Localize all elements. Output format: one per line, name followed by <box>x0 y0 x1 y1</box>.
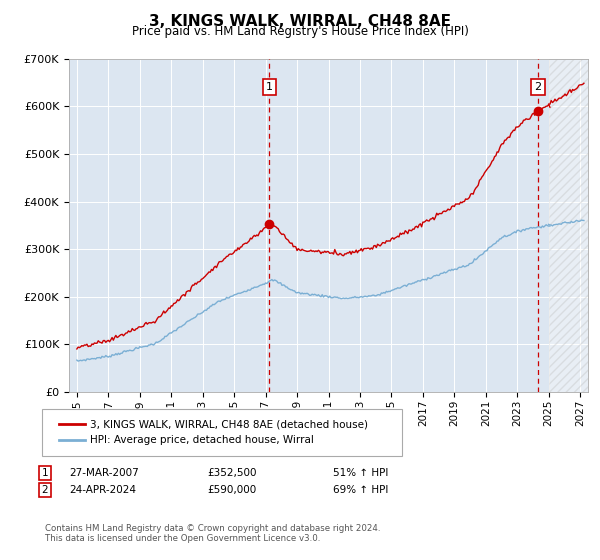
Text: £590,000: £590,000 <box>207 485 256 495</box>
Text: 1: 1 <box>266 82 273 92</box>
Text: 3, KINGS WALK, WIRRAL, CH48 8AE: 3, KINGS WALK, WIRRAL, CH48 8AE <box>149 14 451 29</box>
Text: 2: 2 <box>41 485 49 495</box>
Text: Contains HM Land Registry data © Crown copyright and database right 2024.
This d: Contains HM Land Registry data © Crown c… <box>45 524 380 543</box>
Text: 69% ↑ HPI: 69% ↑ HPI <box>333 485 388 495</box>
Text: 1: 1 <box>41 468 49 478</box>
Text: 27-MAR-2007: 27-MAR-2007 <box>69 468 139 478</box>
Text: 2: 2 <box>534 82 541 92</box>
Text: 51% ↑ HPI: 51% ↑ HPI <box>333 468 388 478</box>
FancyBboxPatch shape <box>42 409 402 456</box>
Text: 24-APR-2024: 24-APR-2024 <box>69 485 136 495</box>
Text: Price paid vs. HM Land Registry's House Price Index (HPI): Price paid vs. HM Land Registry's House … <box>131 25 469 38</box>
Bar <box>548 59 588 392</box>
Text: £352,500: £352,500 <box>207 468 257 478</box>
Legend: 3, KINGS WALK, WIRRAL, CH48 8AE (detached house), HPI: Average price, detached h: 3, KINGS WALK, WIRRAL, CH48 8AE (detache… <box>55 416 372 449</box>
